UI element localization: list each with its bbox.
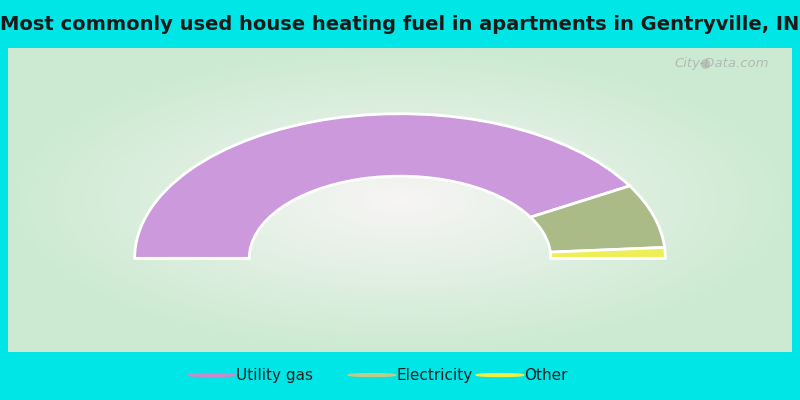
- Wedge shape: [134, 114, 630, 258]
- Text: City-Data.com: City-Data.com: [674, 57, 769, 70]
- Text: Most commonly used house heating fuel in apartments in Gentryville, IN: Most commonly used house heating fuel in…: [0, 14, 800, 34]
- Circle shape: [188, 374, 236, 376]
- Text: Other: Other: [524, 368, 567, 382]
- Circle shape: [348, 374, 396, 376]
- Text: ●: ●: [699, 56, 710, 69]
- Wedge shape: [530, 186, 665, 252]
- Wedge shape: [550, 248, 666, 258]
- Text: Utility gas: Utility gas: [236, 368, 313, 382]
- Text: Electricity: Electricity: [396, 368, 472, 382]
- Circle shape: [476, 374, 524, 376]
